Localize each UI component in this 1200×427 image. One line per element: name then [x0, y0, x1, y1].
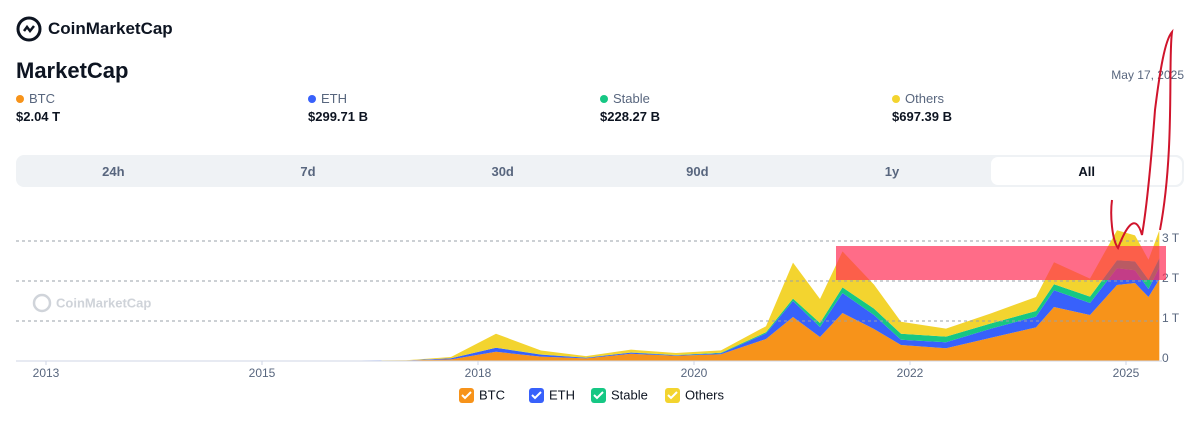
stat-name: Others: [905, 91, 945, 106]
stat-value: $2.04 T: [16, 109, 61, 124]
stat-value: $299.71 B: [308, 109, 368, 124]
page-title: MarketCap: [16, 58, 129, 83]
legend-check: [461, 391, 472, 400]
y-tick-label: 3 T: [1162, 231, 1180, 245]
stat-label: Others: [892, 91, 952, 106]
legend-item[interactable]: BTC: [459, 387, 505, 403]
stat-label: Stable: [600, 91, 660, 106]
legend-item[interactable]: Stable: [591, 387, 648, 403]
brand-icon: [16, 16, 42, 42]
legend-label: BTC: [479, 387, 505, 402]
stat: BTC $2.04 T: [16, 91, 60, 124]
highlight: [836, 246, 1166, 280]
stat-name: BTC: [29, 91, 55, 106]
x-tick-label: 2022: [897, 366, 924, 380]
stat-dot: [16, 94, 24, 103]
range-tab[interactable]: 1y: [884, 163, 900, 179]
legend-label: Others: [685, 387, 725, 402]
stat: Stable $228.27 B: [600, 91, 660, 124]
area: [73, 279, 1160, 361]
legend-item[interactable]: ETH: [529, 387, 575, 403]
x-tick-label: 2025: [1113, 366, 1140, 380]
x-tick-label: 2018: [465, 366, 492, 380]
scribble: [1110, 28, 1174, 251]
stat-dot: [600, 94, 608, 103]
x-tick-label: 2020: [681, 366, 708, 380]
legend-label: ETH: [549, 387, 575, 402]
stat-name: Stable: [613, 91, 650, 106]
watermark: CoinMarketCap: [56, 295, 151, 310]
legend-check: [667, 391, 678, 400]
y-tick-label: 0: [1162, 351, 1169, 365]
stat: Others $697.39 B: [892, 91, 952, 124]
x-tick-label: 2013: [33, 366, 60, 380]
date: May 17, 2025: [1111, 68, 1184, 82]
range-tab[interactable]: 24h: [102, 163, 125, 179]
range-tab[interactable]: 90d: [686, 163, 709, 179]
range-tab[interactable]: 30d: [491, 163, 514, 179]
y-tick-label: 1 T: [1162, 311, 1180, 325]
stat-value: $697.39 B: [892, 109, 952, 124]
legend-item[interactable]: Others: [665, 387, 725, 403]
watermark-icon: [32, 293, 52, 313]
range-tabs: 24h 7d 30d 90d 1y All: [16, 155, 1184, 187]
stat-label: ETH: [308, 91, 368, 106]
stat-dot: [308, 94, 316, 103]
stat-label: BTC: [16, 91, 60, 106]
stat-dot: [892, 94, 900, 103]
brand: CoinMarketCap: [16, 16, 173, 42]
stat-name: ETH: [321, 91, 347, 106]
stat-value: $228.27 B: [600, 109, 660, 124]
x-tick-label: 2015: [249, 366, 276, 380]
legend-label: Stable: [611, 387, 648, 402]
legend-check: [531, 391, 542, 400]
stat: ETH $299.71 B: [308, 91, 368, 124]
legend-check: [593, 391, 604, 400]
brand-name: CoinMarketCap: [48, 19, 173, 38]
y-tick-label: 2 T: [1162, 271, 1180, 285]
range-tab[interactable]: 7d: [300, 163, 316, 179]
